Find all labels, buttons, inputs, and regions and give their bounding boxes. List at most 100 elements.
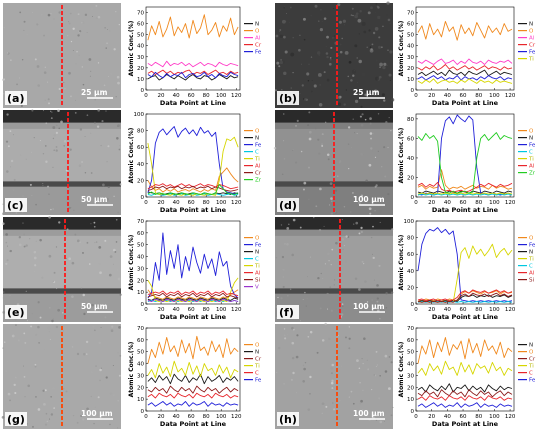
- sem-grain: [292, 218, 296, 222]
- sem-grain: [72, 414, 75, 417]
- sem-grain: [62, 127, 64, 129]
- y-tick-label: 70: [407, 326, 414, 332]
- sem-grain: [47, 326, 51, 330]
- sem-coating-layer: [3, 235, 121, 289]
- sem-grain: [368, 196, 371, 199]
- sem-grain: [283, 158, 286, 160]
- x-tick-label: 80: [203, 200, 210, 206]
- sem-grain: [109, 423, 111, 426]
- panel-letter: (d): [279, 199, 297, 212]
- sem-grain: [289, 6, 292, 9]
- sem-grain: [368, 207, 372, 211]
- sem-grain: [330, 212, 334, 215]
- sem-grain: [331, 387, 334, 390]
- sem-grain: [27, 384, 30, 388]
- sem-grain: [343, 206, 346, 208]
- sem-grain: [304, 291, 306, 294]
- legend-label-c: C: [529, 371, 533, 377]
- sem-grain: [383, 99, 386, 102]
- sem-grain: [49, 110, 52, 113]
- sem-grain: [327, 101, 332, 106]
- sem-grain: [313, 84, 317, 88]
- sem-grain: [77, 34, 80, 37]
- sem-grain: [359, 402, 362, 405]
- sem-image: (f) 100 μm: [275, 217, 394, 322]
- sem-grain: [31, 109, 34, 112]
- sem-grain: [279, 34, 284, 39]
- sem-grain: [363, 30, 367, 34]
- sem-grain: [361, 358, 363, 360]
- sem-grain: [55, 149, 58, 152]
- sem-grain: [318, 423, 320, 425]
- x-tick-label: 20: [158, 307, 165, 313]
- sem-grain: [283, 334, 286, 337]
- sem-grain: [376, 300, 379, 303]
- sem-grain: [48, 193, 50, 196]
- sem-grain: [296, 119, 299, 122]
- sem-grain: [285, 12, 288, 15]
- sem-grain: [29, 183, 32, 186]
- sem-grain: [1, 416, 5, 419]
- legend-label-o: O: [255, 236, 260, 242]
- y-tick-label: 70: [407, 11, 414, 17]
- sem-grain: [66, 228, 69, 231]
- sem-grain: [331, 379, 334, 383]
- sem-grain: [321, 339, 325, 342]
- sem-grain: [117, 81, 120, 85]
- sem-grain: [354, 277, 358, 281]
- sem-grain: [288, 223, 290, 225]
- sem-grain: [94, 406, 96, 408]
- sem-grain: [50, 413, 54, 416]
- y-tick-label: 60: [407, 136, 414, 142]
- sem-grain: [109, 255, 113, 258]
- sem-grain: [81, 21, 85, 24]
- sem-grain: [291, 326, 294, 330]
- sem-grain: [310, 14, 313, 17]
- sem-grain: [327, 308, 329, 310]
- sem-grain: [67, 35, 69, 37]
- y-tick-label: 0: [141, 409, 145, 415]
- series-line-fe: [147, 401, 239, 407]
- sem-grain: [55, 246, 58, 248]
- series-line-fe: [417, 227, 513, 302]
- sem-grain: [17, 339, 20, 342]
- x-tick-label: 0: [414, 200, 418, 206]
- sem-grain: [52, 318, 54, 320]
- series-line-al: [417, 289, 513, 302]
- sem-grain: [380, 46, 383, 49]
- sem-grain: [275, 256, 278, 259]
- panel-letter: (b): [279, 92, 297, 105]
- sem-grain: [93, 225, 96, 228]
- sem-grain: [369, 132, 373, 135]
- sem-image: (c) 50 μm: [2, 109, 122, 216]
- y-tick-label: 10: [137, 397, 144, 403]
- sem-grain: [116, 269, 118, 271]
- sem-grain: [318, 152, 321, 155]
- sem-grain: [275, 66, 277, 68]
- sem-grain: [74, 111, 77, 114]
- y-tick-label: 60: [137, 338, 144, 344]
- sem-grain: [354, 99, 359, 104]
- sem-grain: [307, 408, 311, 411]
- series-line-al: [147, 60, 239, 68]
- sem-grain: [98, 341, 101, 345]
- sem-grain: [326, 292, 329, 296]
- sem-grain: [352, 118, 354, 120]
- sem-grain: [277, 296, 279, 299]
- sem-grain: [116, 137, 119, 140]
- sem-grain: [93, 221, 96, 224]
- sem-grain: [283, 71, 287, 76]
- sem-interface: [3, 181, 121, 187]
- sem-grain: [384, 175, 387, 178]
- series-line-ti: [417, 78, 513, 84]
- sem-grain: [372, 256, 375, 260]
- sem-grain: [309, 330, 313, 334]
- x-tick-label: 20: [158, 93, 165, 99]
- sem-grain: [117, 427, 119, 429]
- sem-grain: [374, 27, 379, 31]
- x-tick-label: 120: [505, 200, 516, 206]
- sem-grain: [318, 54, 321, 57]
- sem-grain: [13, 178, 16, 181]
- sem-grain: [310, 271, 312, 273]
- sem-grain: [319, 187, 322, 191]
